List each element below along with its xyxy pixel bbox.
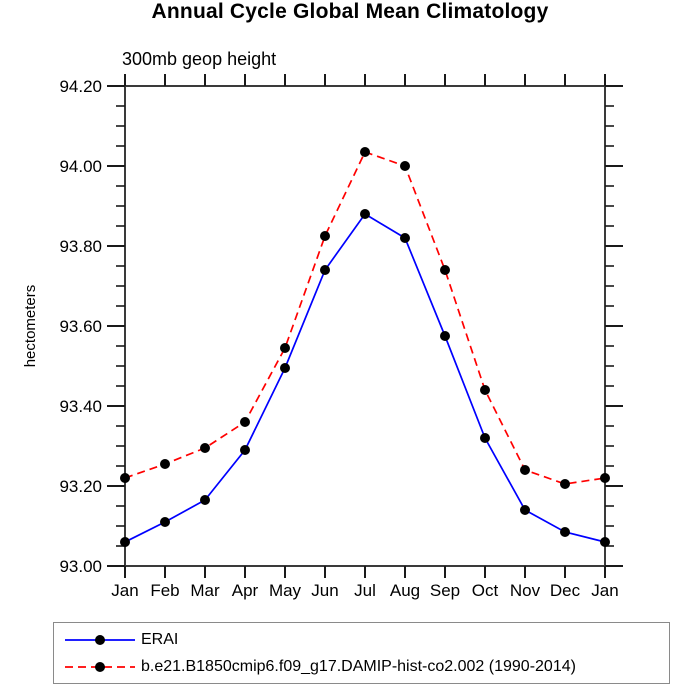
x-axis-tick-label: Jan — [591, 581, 618, 600]
data-point-s1-Jul — [360, 147, 370, 157]
legend-label-model: b.e21.B1850cmip6.f09_g17.DAMIP-hist-co2.… — [141, 657, 576, 675]
x-axis-tick-label: Mar — [190, 581, 220, 600]
x-axis-tick-label: Apr — [232, 581, 259, 600]
data-point-s1-Jan — [120, 473, 130, 483]
x-axis-tick-label: Feb — [150, 581, 179, 600]
chart-subtitle: 300mb geop height — [122, 49, 277, 69]
x-axis-tick-label: Aug — [390, 581, 420, 600]
series-line-1 — [124, 150, 606, 485]
x-axis-tick-label: Dec — [550, 581, 581, 600]
data-point-s0-Aug — [400, 233, 410, 243]
legend-marker-icon — [95, 634, 105, 645]
chart-title: Annual Cycle Global Mean Climatology — [151, 0, 549, 23]
data-point-s1-Sep — [440, 265, 450, 275]
x-axis-tick-label: Sep — [430, 581, 460, 600]
data-point-s0-Jul — [360, 209, 370, 219]
legend-item-model: b.e21.B1850cmip6.f09_g17.DAMIP-hist-co2.… — [54, 653, 669, 680]
plot-area: Jan Feb Mar Apr May Jun Jul Aug Sep Oct Nov Dec Jan 9… — [59, 74, 623, 600]
data-point-s1-Feb — [160, 459, 170, 469]
data-point-s1-Dec — [560, 479, 570, 489]
y-axis-tick-label: 93.60 — [59, 317, 102, 336]
data-point-s0-Jan — [600, 537, 610, 547]
data-point-s0-Nov — [520, 505, 530, 515]
x-axis-tick-label: Jun — [311, 581, 338, 600]
x-axis-tick-label: Nov — [510, 581, 541, 600]
y-axis-tick-label: 93.80 — [59, 237, 102, 256]
legend: ERAI b.e21.B1850cmip6.f09_g17.DAMIP-hist… — [53, 622, 670, 684]
data-point-s1-Nov — [520, 465, 530, 475]
data-point-s1-Mar — [200, 443, 210, 453]
x-axis-tick-label: May — [269, 581, 302, 600]
plot-frame — [124, 85, 606, 567]
x-axis-tick-label: Oct — [472, 581, 499, 600]
data-point-s0-Dec — [560, 527, 570, 537]
legend-marker-icon — [95, 661, 105, 672]
y-axis-tick-label: 93.20 — [59, 477, 102, 496]
y-axis-tick-label: 93.40 — [59, 397, 102, 416]
legend-line-sample-solid — [65, 634, 135, 645]
data-point-s1-Jun — [320, 231, 330, 241]
x-axis-tick-label: Jul — [354, 581, 376, 600]
data-point-s1-Aug — [400, 161, 410, 171]
series-line-0 — [124, 212, 606, 543]
data-point-s1-Apr — [240, 417, 250, 427]
data-point-s0-Oct — [480, 433, 490, 443]
legend-line-sample-dashed — [65, 661, 135, 672]
data-point-s0-Jan — [120, 537, 130, 547]
legend-item-erai: ERAI — [54, 626, 669, 653]
legend-label-erai: ERAI — [141, 630, 179, 648]
data-point-s0-Mar — [200, 495, 210, 505]
data-point-s0-Apr — [240, 445, 250, 455]
data-point-s0-May — [280, 363, 290, 373]
y-axis-tick-label: 94.20 — [59, 77, 102, 96]
y-axis-tick-label: 93.00 — [59, 557, 102, 576]
data-point-s0-Sep — [440, 331, 450, 341]
data-point-s1-Jan — [600, 473, 610, 483]
data-point-s1-May — [280, 343, 290, 353]
x-axis-tick-label: Jan — [111, 581, 138, 600]
y-axis-tick-label: 94.00 — [59, 157, 102, 176]
data-point-s0-Jun — [320, 265, 330, 275]
data-point-s1-Oct — [480, 385, 490, 395]
data-point-s0-Feb — [160, 517, 170, 527]
